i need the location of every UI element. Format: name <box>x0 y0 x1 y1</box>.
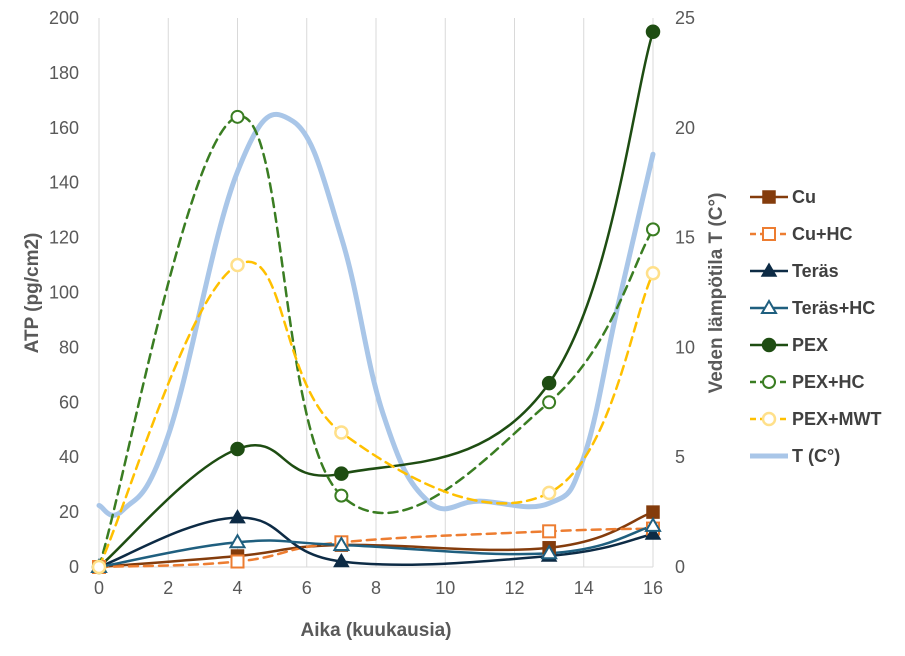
legend-label: Teräs+HC <box>792 298 875 318</box>
legend: Cu Cu+HC Teräs Teräs+HC PEX PEX+HC PEX+MWT T (C… <box>750 187 882 466</box>
y-tick-label: 200 <box>49 8 79 28</box>
legend-entry-teras: Teräs <box>750 261 839 281</box>
data-point-pex-mwt <box>230 257 245 273</box>
legend-entry-pex-mwt: PEX+MWT <box>750 409 882 429</box>
y-tick-label: 120 <box>49 228 79 248</box>
data-point-teras <box>644 525 662 540</box>
legend-marker <box>761 337 777 353</box>
data-point-pex-hc <box>646 222 660 237</box>
legend-label: PEX <box>792 335 828 355</box>
legend-label: T (C°) <box>792 446 840 466</box>
y2-tick-label: 25 <box>675 8 695 28</box>
y-axis-title: ATP (pg/cm2) <box>22 233 43 354</box>
legend-label: PEX+HC <box>792 372 865 392</box>
x-tick-label: 0 <box>94 578 104 598</box>
x-tick-label: 14 <box>574 578 594 598</box>
y2-tick-label: 10 <box>675 337 695 357</box>
data-point-teras-hc <box>644 516 662 532</box>
data-point-pex-hc <box>230 109 245 124</box>
series-line-pex <box>97 30 655 569</box>
y2-tick-label: 5 <box>675 447 685 467</box>
legend-entry-teras-hc: Teräs+HC <box>750 298 875 318</box>
axes <box>98 18 654 568</box>
legend-label: Cu+HC <box>792 224 853 244</box>
legend-entry-pex-hc: PEX+HC <box>750 372 865 392</box>
y2-tick-label: 0 <box>675 557 685 577</box>
data-point-pex <box>541 375 557 391</box>
y-tick-label: 100 <box>49 283 79 303</box>
legend-label: PEX+MWT <box>792 409 882 429</box>
legend-entry-t-c: T (C°) <box>750 446 840 466</box>
tick-labels: 0 2 4 6 8 10 12 14 16020406080100120140160180200… <box>49 8 695 598</box>
data-point-pex <box>230 441 245 457</box>
y-tick-label: 80 <box>59 337 79 357</box>
y-tick-label: 140 <box>49 173 79 193</box>
x-tick-label: 6 <box>302 578 312 598</box>
data-point-teras-hc <box>332 536 351 552</box>
data-point-pex-mwt <box>645 266 661 281</box>
data-point-pex-mwt <box>334 425 349 440</box>
data-point-cu <box>646 505 660 519</box>
x-tick-label: 16 <box>643 578 663 598</box>
x-tick-label: 10 <box>435 578 455 598</box>
data-point-pex <box>645 24 661 39</box>
y-tick-label: 20 <box>59 502 79 522</box>
legend-label: Teräs <box>792 261 839 281</box>
legend-label: Cu <box>792 187 816 207</box>
legend-marker <box>762 227 776 241</box>
x-tick-label: 2 <box>163 578 173 598</box>
legend-entry-cu: Cu <box>750 187 816 207</box>
data-point-cu-hc <box>542 524 557 539</box>
y-tick-label: 180 <box>49 63 79 83</box>
data-point-teras-hc <box>540 544 558 560</box>
legend-marker <box>762 190 776 204</box>
legend-marker <box>760 262 778 277</box>
y2-axis-title: Veden lämpötila T (C°) <box>706 193 727 394</box>
series-line-t-c <box>96 112 656 518</box>
legend-marker <box>760 299 778 314</box>
data-point-teras-hc <box>228 533 247 549</box>
data-point-teras <box>333 553 350 568</box>
y2-tick-label: 15 <box>675 228 695 248</box>
x-tick-label: 8 <box>371 578 381 598</box>
marker-layer <box>90 24 662 575</box>
y2-tick-label: 20 <box>675 118 695 138</box>
data-point-pex-mwt <box>91 559 107 575</box>
x-axis-title: Aika (kuukausia) <box>301 620 452 641</box>
series-line-pex-hc <box>97 115 655 569</box>
data-point-teras <box>229 509 246 524</box>
y-tick-label: 0 <box>69 557 79 577</box>
y-tick-label: 60 <box>59 392 79 412</box>
y-tick-label: 160 <box>49 118 79 138</box>
legend-entry-pex: PEX <box>750 335 828 355</box>
y-tick-label: 40 <box>59 447 79 467</box>
data-point-pex <box>334 466 349 481</box>
legend-entry-cu-hc: Cu+HC <box>750 224 853 244</box>
data-point-pex-hc <box>334 488 349 503</box>
legend-marker <box>761 411 777 427</box>
x-tick-label: 4 <box>232 578 242 598</box>
data-point-pex-mwt <box>541 485 557 501</box>
x-tick-label: 12 <box>504 578 524 598</box>
data-point-pex-hc <box>542 395 557 410</box>
grid-lines <box>167 18 585 567</box>
legend-marker <box>762 375 776 389</box>
data-point-cu-hc <box>230 554 245 569</box>
